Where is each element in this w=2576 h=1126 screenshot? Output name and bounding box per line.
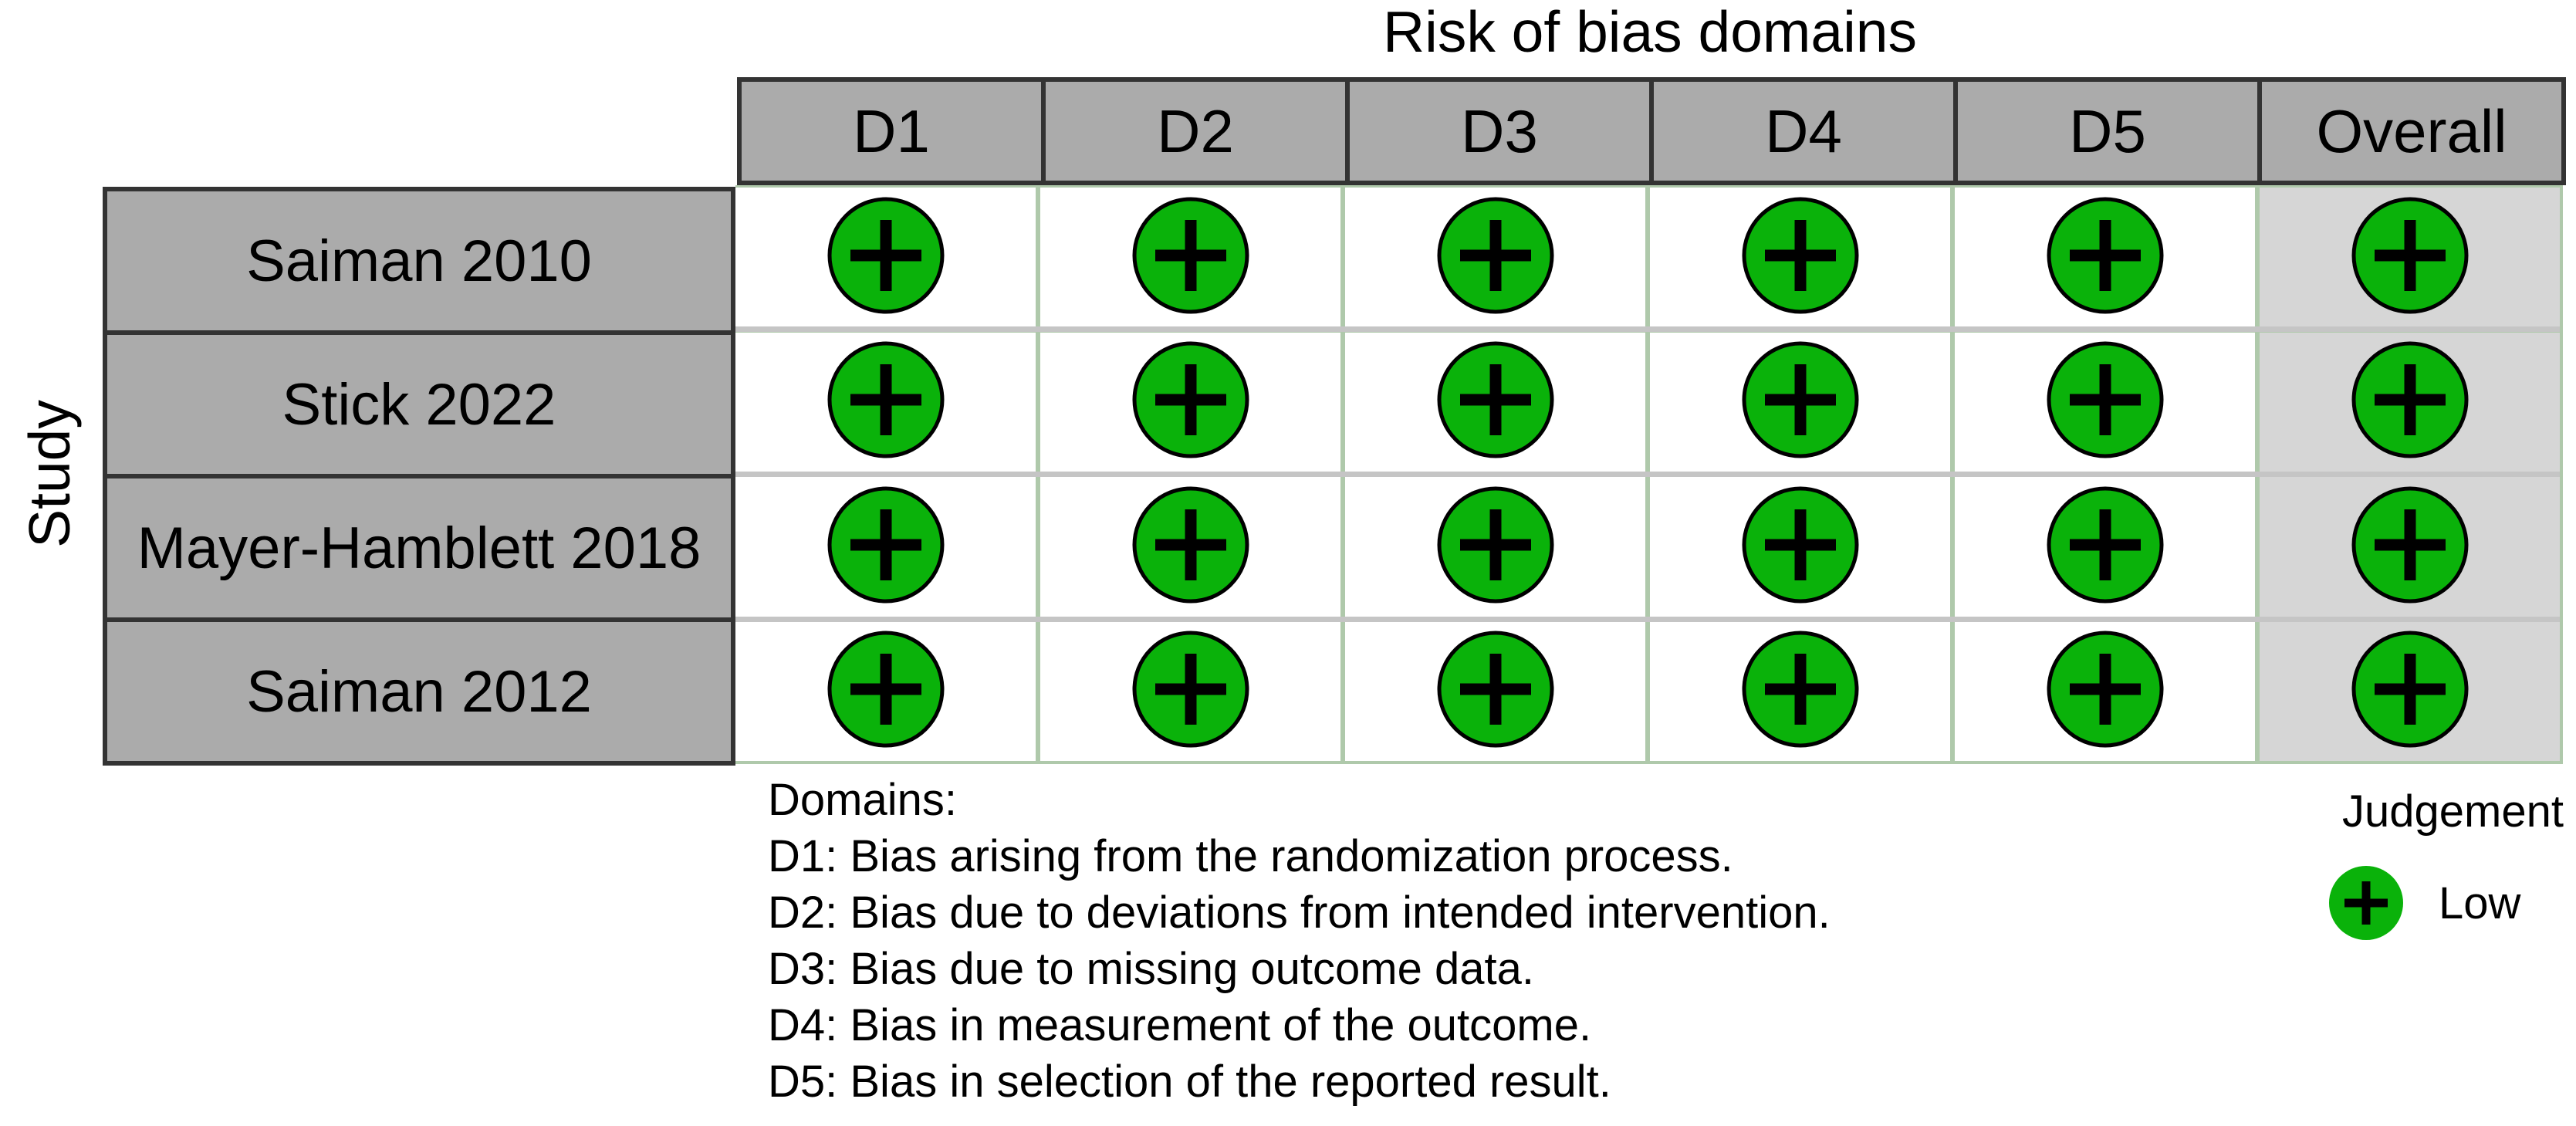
domain-judgement-cell-low xyxy=(1650,188,1950,327)
low-risk-icon xyxy=(1437,341,1554,462)
domain-judgement-cell-low xyxy=(1040,332,1340,472)
y-axis-label: Study xyxy=(17,400,82,548)
domain-judgement-cell-low xyxy=(1650,332,1950,472)
domain-judgement-cell-low xyxy=(1345,188,1645,327)
study-row-label: Saiman 2010 xyxy=(103,187,735,335)
footnote-line: D3: Bias due to missing outcome data. xyxy=(768,944,1534,994)
footnote-line: D2: Bias due to deviations from intended… xyxy=(768,888,1831,938)
low-risk-icon xyxy=(2351,341,2469,462)
low-risk-icon xyxy=(2351,486,2469,607)
grid-bottom-edge xyxy=(735,761,2563,764)
study-row-label: Mayer-Hamblett 2018 xyxy=(103,474,735,622)
footnote-line: D1: Bias arising from the randomization … xyxy=(768,831,1733,881)
low-risk-icon xyxy=(827,486,945,607)
study-row-label: Saiman 2012 xyxy=(103,617,735,766)
footnote-line: D4: Bias in measurement of the outcome. xyxy=(768,1000,1592,1050)
column-header-d5: D5 xyxy=(1953,77,2262,185)
low-risk-icon xyxy=(1742,197,1859,318)
low-risk-icon xyxy=(1132,197,1249,318)
domain-judgement-cell-low xyxy=(1040,188,1340,327)
traffic-light-grid xyxy=(735,188,2560,761)
low-risk-icon xyxy=(827,631,945,752)
domain-judgement-cell-low xyxy=(1345,332,1645,472)
column-header-d3: D3 xyxy=(1345,77,1654,185)
domain-judgement-cell-low xyxy=(1955,621,2255,761)
footnote-heading: Domains: xyxy=(768,775,957,825)
low-risk-icon xyxy=(1437,631,1554,752)
domain-judgement-cell-low xyxy=(735,621,1036,761)
overall-judgement-cell-low xyxy=(2260,477,2560,617)
domain-judgement-cell-low xyxy=(1955,332,2255,472)
domains-footnote: Domains: D1: Bias arising from the rando… xyxy=(768,772,1831,1110)
domain-judgement-cell-low xyxy=(735,188,1036,327)
low-risk-icon xyxy=(827,341,945,462)
column-header-d2: D2 xyxy=(1041,77,1350,185)
low-risk-icon xyxy=(827,197,945,318)
domain-judgement-cell-low xyxy=(1955,188,2255,327)
domain-judgement-cell-low xyxy=(1650,621,1950,761)
legend-title: Judgement xyxy=(2342,786,2564,837)
low-risk-icon xyxy=(1132,486,1249,607)
domain-judgement-cell-low xyxy=(735,477,1036,617)
domain-judgement-cell-low xyxy=(1345,621,1645,761)
domain-judgement-cell-low xyxy=(1955,477,2255,617)
overall-judgement-cell-low xyxy=(2260,332,2560,472)
column-header-overall: Overall xyxy=(2257,77,2566,185)
low-risk-icon xyxy=(2047,486,2164,607)
low-risk-icon xyxy=(2351,197,2469,318)
low-risk-legend-icon xyxy=(2329,866,2403,940)
domain-judgement-cell-low xyxy=(1040,621,1340,761)
footnote-line: D5: Bias in selection of the reported re… xyxy=(768,1057,1611,1107)
low-risk-icon xyxy=(2047,341,2164,462)
row-separator xyxy=(735,472,2560,477)
column-header-d1: D1 xyxy=(737,77,1046,185)
low-risk-icon xyxy=(1437,197,1554,318)
low-risk-icon xyxy=(1132,341,1249,462)
study-row-label: Stick 2022 xyxy=(103,330,735,478)
low-risk-icon xyxy=(1132,631,1249,752)
domain-judgement-cell-low xyxy=(1650,477,1950,617)
grid-right-edge xyxy=(2560,185,2563,764)
domain-judgement-cell-low xyxy=(735,332,1036,472)
row-separator xyxy=(735,326,2560,332)
low-risk-icon xyxy=(1742,486,1859,607)
low-risk-icon xyxy=(2047,631,2164,752)
domain-header-row: D1 D2 D3 D4 D5 Overall xyxy=(737,77,2566,185)
column-header-d4: D4 xyxy=(1649,77,1958,185)
low-risk-icon xyxy=(2351,631,2469,752)
chart-title: Risk of bias domains xyxy=(1383,0,1917,64)
grid-top-edge xyxy=(735,185,2563,188)
overall-judgement-cell-low xyxy=(2260,188,2560,327)
low-risk-icon xyxy=(1742,341,1859,462)
low-risk-icon xyxy=(1437,486,1554,607)
study-label-column: Saiman 2010 Stick 2022 Mayer-Hamblett 2018… xyxy=(103,187,735,766)
legend-item-label: Low xyxy=(2439,877,2521,928)
low-risk-icon xyxy=(1742,631,1859,752)
row-separator xyxy=(735,617,2560,622)
overall-judgement-cell-low xyxy=(2260,621,2560,761)
low-risk-icon xyxy=(2047,197,2164,318)
domain-judgement-cell-low xyxy=(1040,477,1340,617)
domain-judgement-cell-low xyxy=(1345,477,1645,617)
